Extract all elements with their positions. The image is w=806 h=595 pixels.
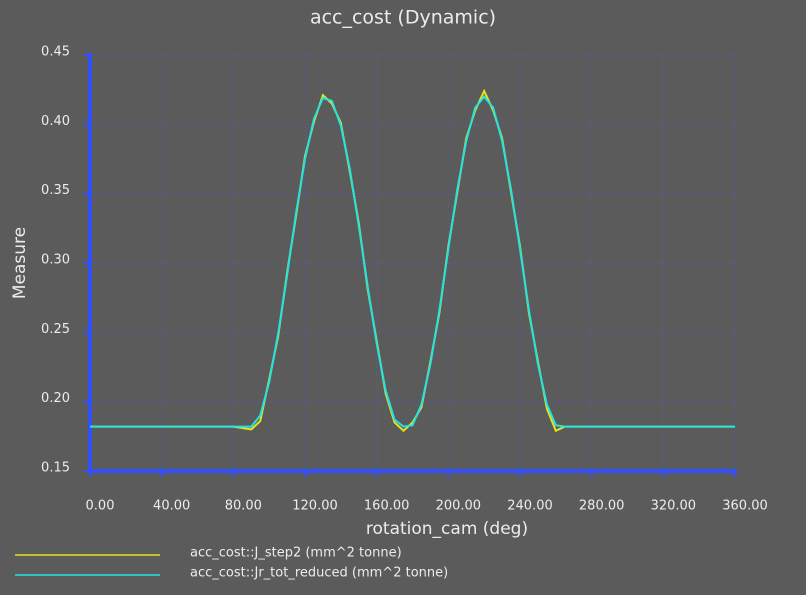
y-tick-label: 0.45 xyxy=(41,45,70,60)
x-tick-label: 80.00 xyxy=(225,499,262,514)
series-line xyxy=(90,88,735,433)
x-tick-label: 40.00 xyxy=(153,499,190,514)
y-tick-label: 0.40 xyxy=(41,114,70,129)
y-tick-label: 0.25 xyxy=(41,322,70,337)
series-line xyxy=(90,95,735,428)
legend-label: acc_cost::Jr_tot_reduced (mm^2 tonne) xyxy=(190,566,448,581)
x-tick-label: 160.00 xyxy=(364,499,410,514)
y-axis-title: Measure xyxy=(10,227,30,299)
y-tick-label: 0.20 xyxy=(41,391,70,406)
x-tick-label: 200.00 xyxy=(436,499,482,514)
x-tick-label: 280.00 xyxy=(579,499,625,514)
legend-label: acc_cost::J_step2 (mm^2 tonne) xyxy=(190,546,402,561)
x-tick-label: 240.00 xyxy=(507,499,553,514)
x-tick-label: 120.00 xyxy=(292,499,338,514)
y-tick-label: 0.30 xyxy=(41,253,70,268)
x-tick-label: 320.00 xyxy=(651,499,697,514)
x-tick-label: 0.00 xyxy=(86,499,115,514)
x-tick-label: 360.00 xyxy=(722,499,768,514)
y-tick-label: 0.15 xyxy=(41,461,70,476)
x-axis-title: rotation_cam (deg) xyxy=(366,519,528,539)
y-tick-label: 0.35 xyxy=(41,183,70,198)
chart-title: acc_cost (Dynamic) xyxy=(310,7,496,29)
